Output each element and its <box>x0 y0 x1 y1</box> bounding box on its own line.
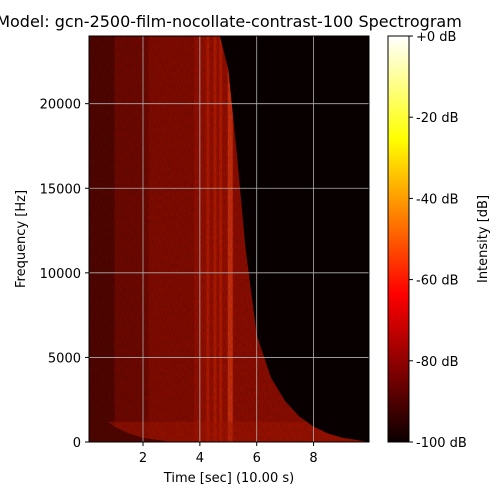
y-tick-label: 15000 <box>40 182 81 197</box>
plot-area <box>89 36 369 442</box>
colorbar-tick-label: +0 dB <box>416 30 456 45</box>
x-axis-ticks: 2 4 6 8 <box>139 442 318 466</box>
y-tick-label: 5000 <box>48 351 81 366</box>
y-tick-label: 0 <box>73 436 81 451</box>
x-tick-label: 2 <box>139 451 147 466</box>
colorbar-ticks: +0 dB -20 dB -40 dB -60 dB -80 dB -100 dB <box>409 30 467 451</box>
colorbar-tick-label: -20 dB <box>416 111 459 126</box>
low-frequency-onset <box>89 401 172 442</box>
x-axis-label: Time [sec] (10.00 s) <box>163 471 294 486</box>
chart-title: Model: gcn-2500-film-nocollate-contrast-… <box>0 12 462 31</box>
colorbar-tick-label: -60 dB <box>416 274 459 289</box>
plot-frame <box>88 35 370 443</box>
y-tick-label: 20000 <box>40 98 81 113</box>
colorbar-tick-label: -40 dB <box>416 192 459 207</box>
y-tick-label: 10000 <box>40 267 81 282</box>
colorbar-tick-label: -100 dB <box>416 436 467 451</box>
grid-lines <box>89 36 369 442</box>
colorbar-label: Intensity [dB] <box>476 195 491 283</box>
x-tick-label: 8 <box>309 451 317 466</box>
colorbar <box>387 35 410 443</box>
x-tick-label: 6 <box>253 451 261 466</box>
x-tick-label: 4 <box>196 451 204 466</box>
colorbar-tick-label: -80 dB <box>416 355 459 370</box>
y-axis-label: Frequency [Hz] <box>14 190 29 288</box>
y-axis-ticks: 0 5000 10000 15000 20000 <box>40 98 89 451</box>
